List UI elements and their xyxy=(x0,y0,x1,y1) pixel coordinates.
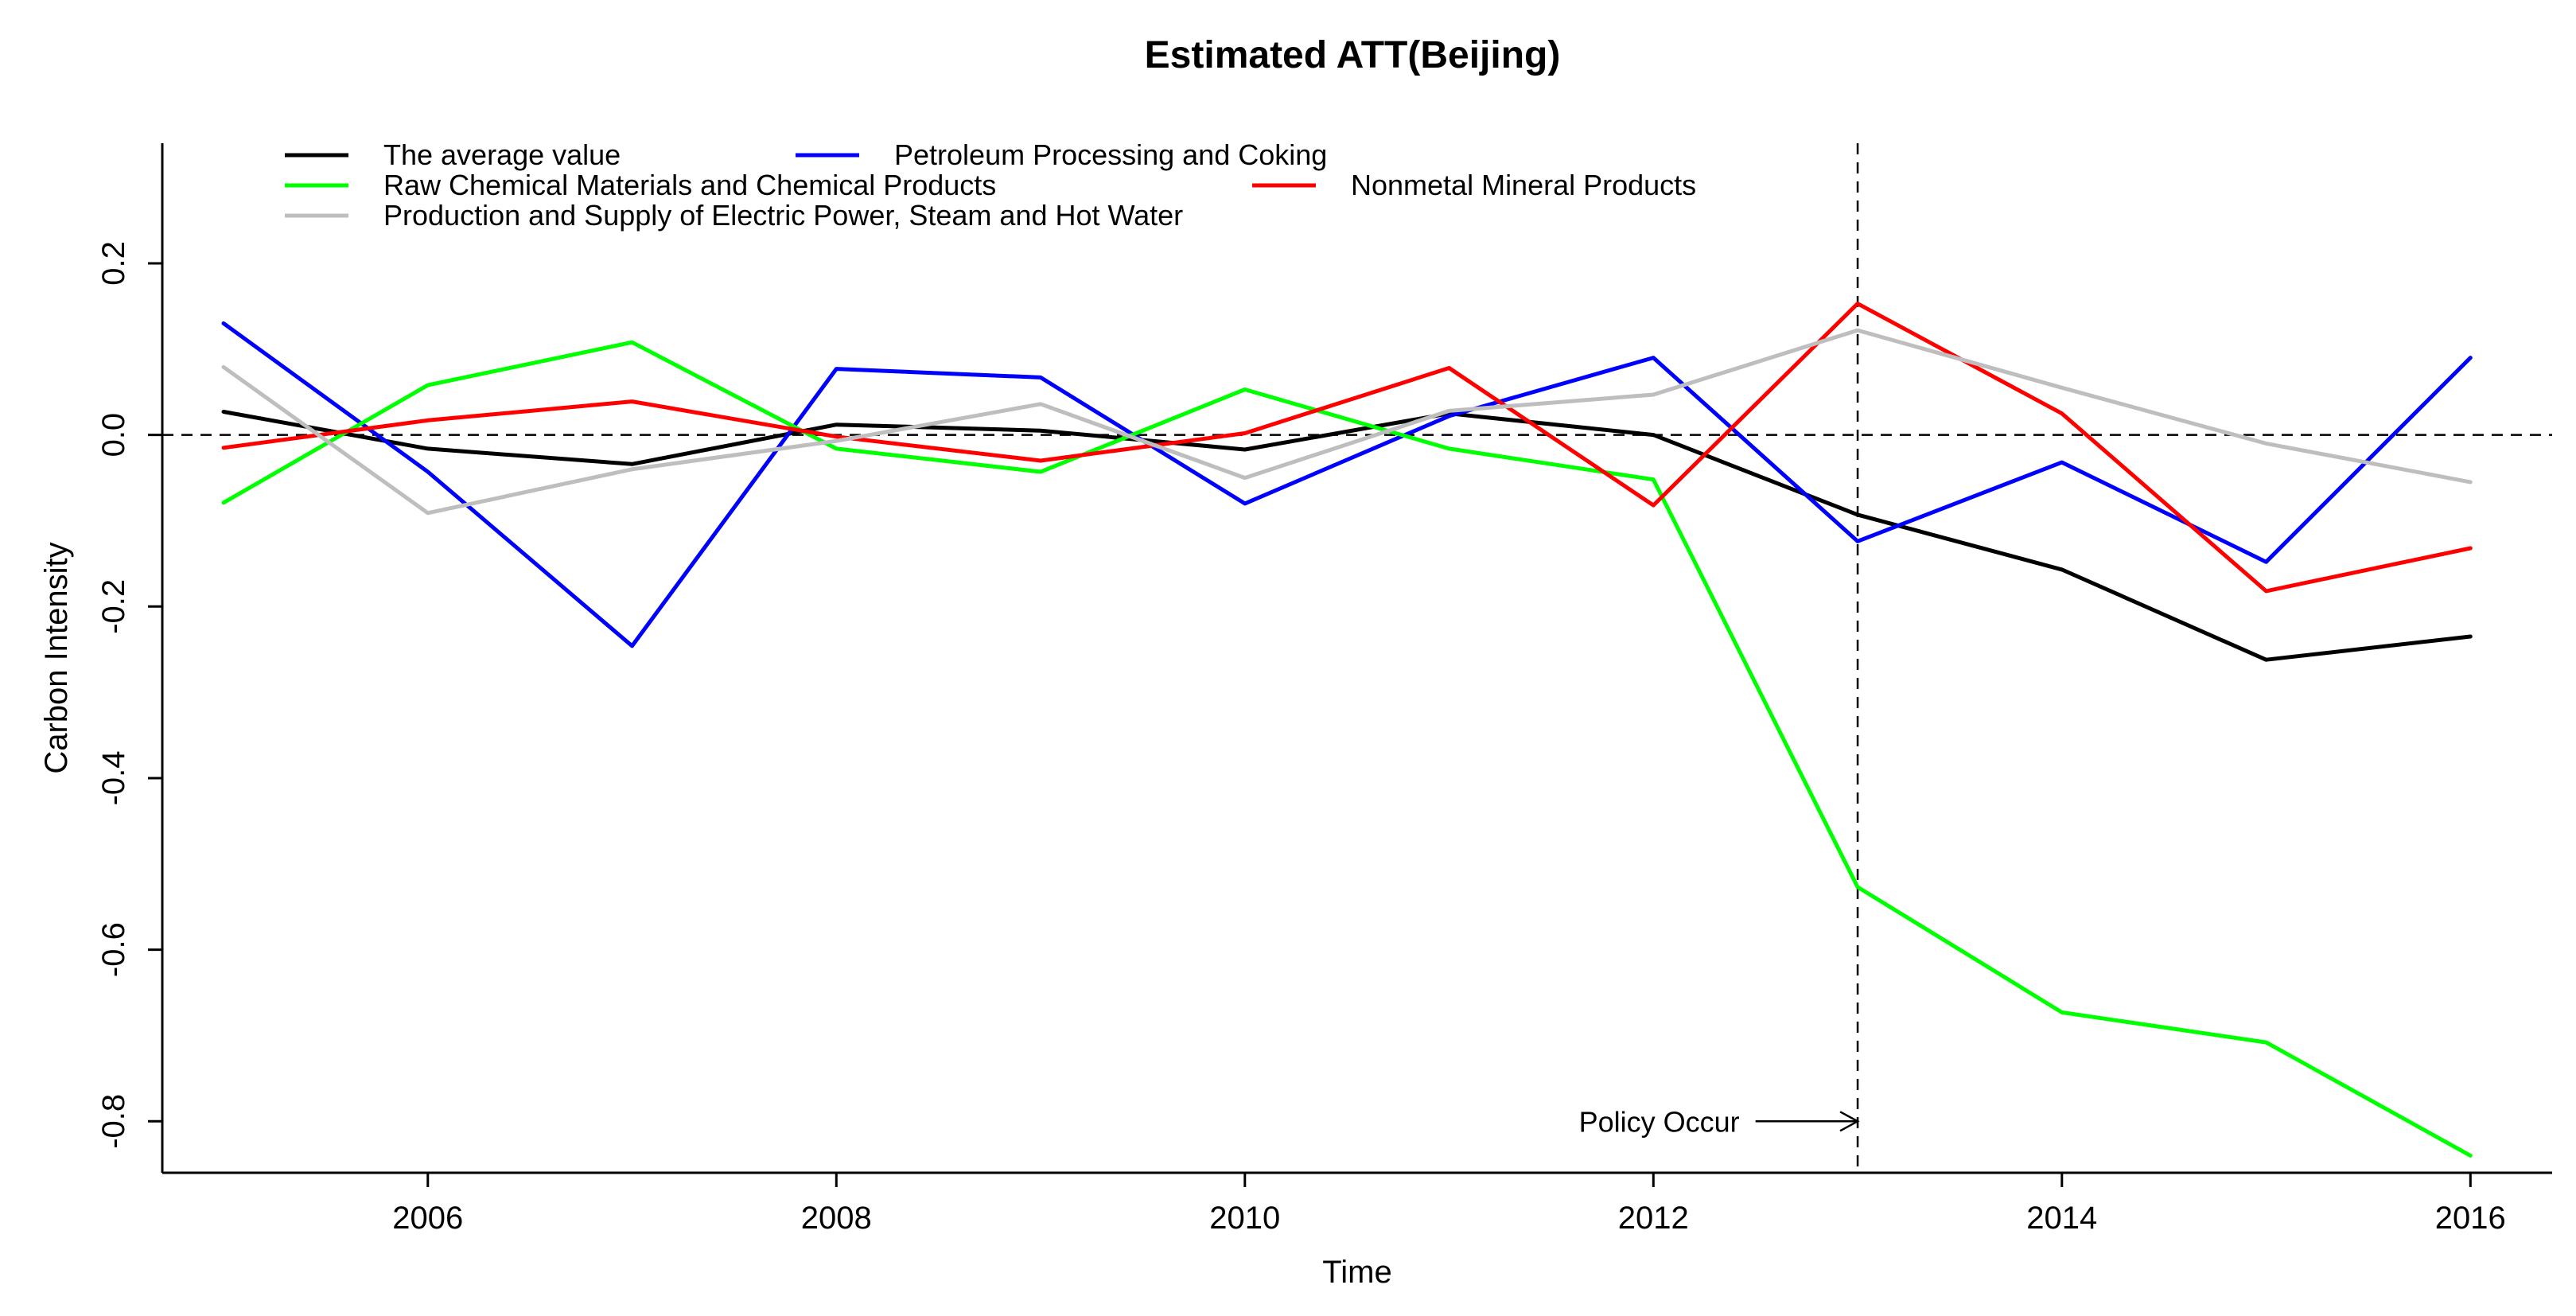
x-axis-ticks: 2006 2008 2010 2012 2014 2016 xyxy=(392,1173,2506,1236)
x-tick-label: 2010 xyxy=(1209,1201,1280,1236)
chart-title: Estimated ATT(Beijing) xyxy=(1145,34,1561,76)
y-axis-label: Carbon Intensity xyxy=(39,542,74,773)
x-tick-label: 2016 xyxy=(2435,1201,2506,1236)
x-tick-label: 2014 xyxy=(2026,1201,2097,1236)
y-tick-label: 0.0 xyxy=(96,413,131,457)
series-line-0 xyxy=(221,410,2473,662)
x-tick-label: 2006 xyxy=(392,1201,463,1236)
y-tick-label: -0.2 xyxy=(96,579,131,634)
legend-label-1: Petroleum Processing and Coking xyxy=(894,138,1327,171)
series-line-4 xyxy=(221,328,2473,516)
series-line-2 xyxy=(221,340,2473,1158)
y-tick-label: -0.4 xyxy=(96,750,131,805)
legend: The average value Petroleum Processing an… xyxy=(285,138,1696,232)
x-axis-label: Time xyxy=(1322,1255,1391,1290)
y-tick-label: -0.8 xyxy=(96,1094,131,1149)
series-line-3 xyxy=(221,302,2473,594)
legend-label-3: Nonmetal Mineral Products xyxy=(1351,169,1696,201)
policy-occur-annotation: Policy Occur xyxy=(1579,1105,1740,1138)
reference-lines xyxy=(162,143,2552,1173)
x-tick-label: 2008 xyxy=(801,1201,872,1236)
x-tick-label: 2012 xyxy=(1618,1201,1689,1236)
legend-label-0: The average value xyxy=(383,138,621,171)
y-tick-label: -0.6 xyxy=(96,922,131,977)
annotation-layer: Policy Occur xyxy=(1579,1105,1860,1138)
y-axis-ticks: 0.2 0.0 -0.2 -0.4 -0.6 -0.8 xyxy=(96,241,162,1149)
series-line-1 xyxy=(221,321,2473,648)
legend-label-2: Raw Chemical Materials and Chemical Prod… xyxy=(383,169,996,201)
y-tick-label: 0.2 xyxy=(96,241,131,286)
series-layer xyxy=(221,302,2473,1158)
legend-label-4: Production and Supply of Electric Power,… xyxy=(383,199,1183,232)
policy-occur-arrowhead xyxy=(1839,1111,1860,1132)
